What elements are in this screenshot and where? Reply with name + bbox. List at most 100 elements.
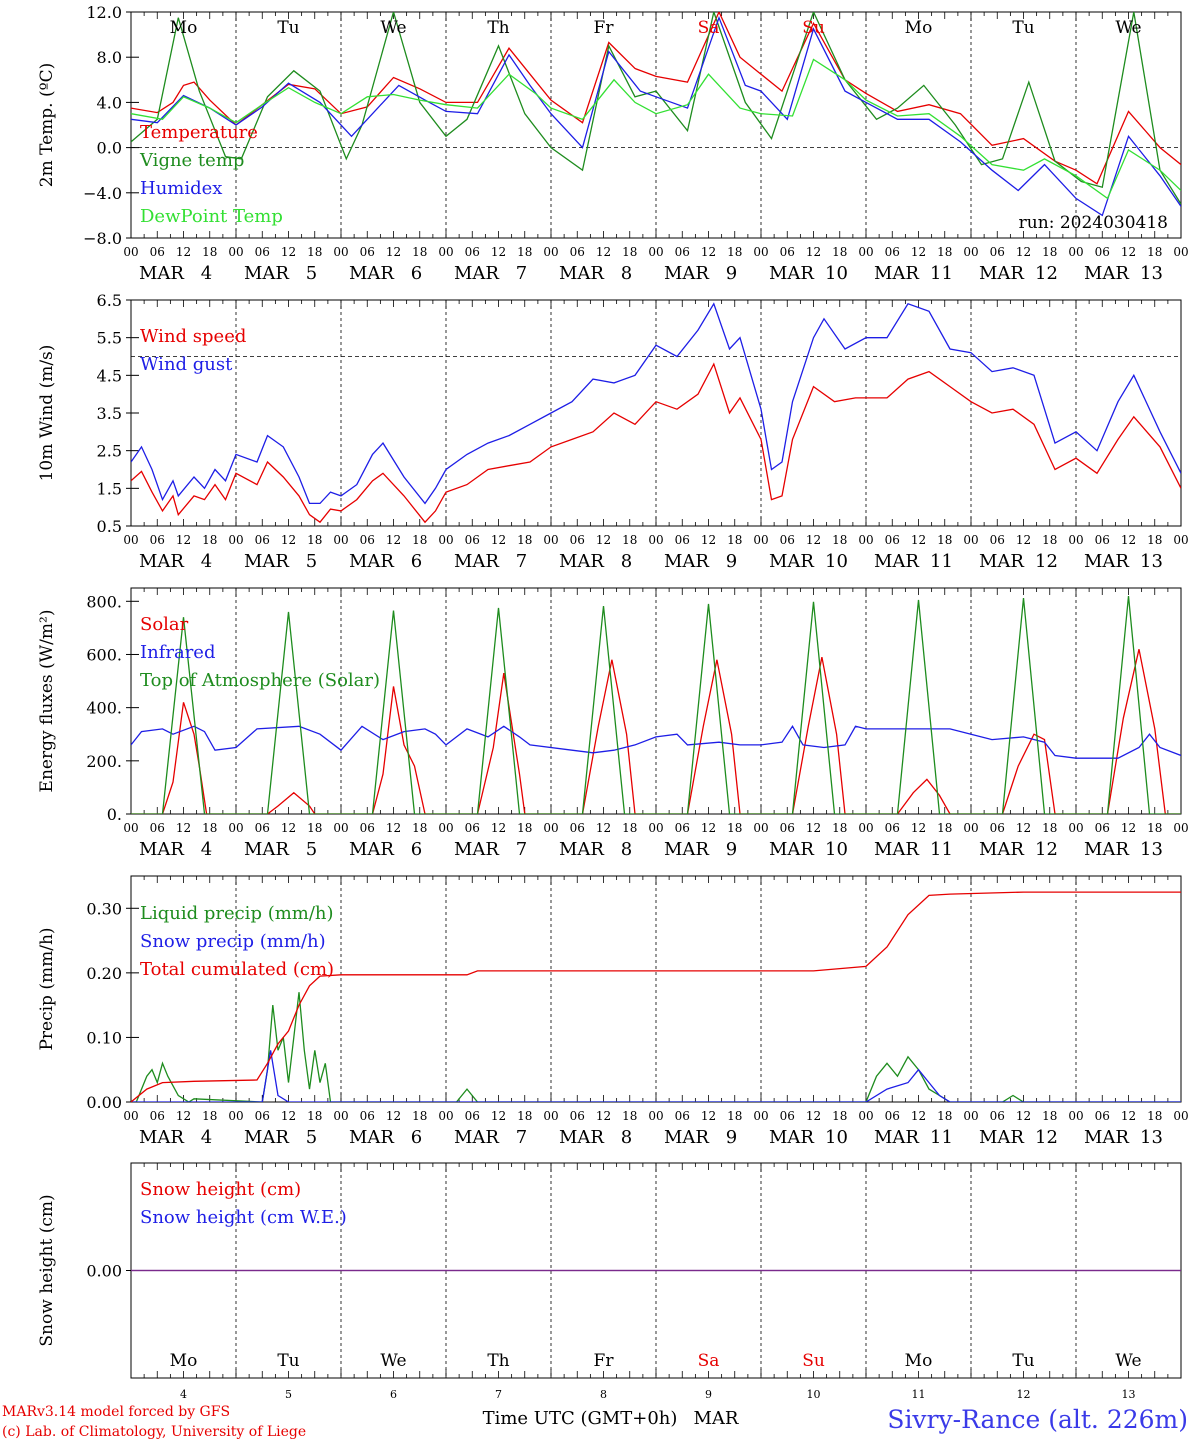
- hour-tick-label: 12: [281, 821, 296, 835]
- hour-tick-label: 12: [491, 1109, 506, 1123]
- hour-tick-label: 18: [937, 821, 952, 835]
- hour-tick-label: 00: [648, 1109, 663, 1123]
- y-tick-label: 0.30: [86, 899, 122, 918]
- hour-tick-label: 00: [228, 821, 243, 835]
- hour-tick-label: 18: [1147, 245, 1162, 259]
- hour-tick-label: 18: [202, 533, 217, 547]
- hour-tick-label: 00: [753, 245, 768, 259]
- hour-tick-label: 00: [858, 245, 873, 259]
- weekday-label: Su: [802, 18, 825, 38]
- hour-tick-label: 06: [780, 821, 795, 835]
- month-label: MAR: [874, 839, 919, 860]
- y-axis-label: Energy fluxes (W/m²): [37, 610, 57, 793]
- day-label: 4: [201, 551, 212, 572]
- hour-tick-label: 12: [701, 1109, 716, 1123]
- day-label: 12: [1035, 1127, 1058, 1148]
- hour-tick-label: 06: [150, 1109, 165, 1123]
- lab-credit: (c) Lab. of Climatology, University of L…: [2, 1424, 306, 1440]
- day-label: 11: [930, 839, 953, 860]
- hour-tick-label: 12: [491, 245, 506, 259]
- hour-tick-label: 06: [360, 1109, 375, 1123]
- hour-tick-label: 06: [570, 1109, 585, 1123]
- hour-tick-label: 12: [911, 821, 926, 835]
- day-label: 6: [411, 1127, 422, 1148]
- weekday-label: Sa: [698, 1351, 720, 1371]
- month-label: MAR: [664, 551, 709, 572]
- hour-tick-label: 06: [780, 533, 795, 547]
- day-label: 11: [930, 1127, 953, 1148]
- hour-tick-label: 18: [517, 821, 532, 835]
- hour-tick-label: 18: [307, 1109, 322, 1123]
- day-label: 8: [621, 551, 632, 572]
- hour-tick-label: 12: [386, 1109, 401, 1123]
- hour-tick-label: 18: [937, 245, 952, 259]
- hour-tick-label: 12: [1016, 821, 1031, 835]
- month-label: MAR: [769, 839, 814, 860]
- y-tick-label: 600.: [86, 645, 122, 664]
- day-label: 11: [912, 1388, 926, 1401]
- day-label: 13: [1122, 1388, 1136, 1401]
- hour-tick-label: 06: [675, 245, 690, 259]
- hour-tick-label: 12: [701, 533, 716, 547]
- hour-tick-label: 12: [386, 821, 401, 835]
- y-tick-label: 6.5: [97, 291, 122, 310]
- hour-tick-label: 06: [255, 533, 270, 547]
- month-label: MAR: [769, 551, 814, 572]
- hour-tick-label: 06: [885, 1109, 900, 1123]
- month-label: MAR: [1084, 839, 1129, 860]
- hour-tick-label: 18: [517, 1109, 532, 1123]
- weekday-label: Tu: [1012, 18, 1034, 38]
- legend-entry: Total cumulated (cm): [140, 959, 334, 980]
- hour-tick-label: 12: [806, 821, 821, 835]
- hour-tick-label: 00: [1173, 821, 1188, 835]
- day-label: 4: [201, 1127, 212, 1148]
- weekday-label: Th: [487, 1351, 509, 1371]
- series-line-wind-gust: [131, 302, 1181, 505]
- y-tick-label: 0.00: [86, 1093, 122, 1112]
- month-label: MAR: [139, 263, 184, 284]
- y-tick-label: −4.0: [83, 184, 122, 203]
- hour-tick-label: 18: [1042, 821, 1057, 835]
- day-label: 6: [411, 551, 422, 572]
- hour-tick-label: 18: [412, 1109, 427, 1123]
- day-label: 10: [825, 1127, 848, 1148]
- y-tick-label: 12.0: [86, 3, 122, 22]
- hour-tick-label: 00: [1068, 245, 1083, 259]
- hour-tick-label: 12: [1121, 533, 1136, 547]
- hour-tick-label: 00: [123, 533, 138, 547]
- month-label: MAR: [454, 551, 499, 572]
- y-tick-label: 0.00: [86, 1262, 122, 1281]
- hour-tick-label: 00: [333, 1109, 348, 1123]
- weekday-label: Mo: [905, 18, 933, 38]
- series-line-solar: [131, 649, 1181, 814]
- day-label: 4: [201, 839, 212, 860]
- hour-tick-label: 12: [176, 1109, 191, 1123]
- hour-tick-label: 06: [675, 821, 690, 835]
- hour-tick-label: 12: [176, 533, 191, 547]
- y-tick-label: 0.10: [86, 1028, 122, 1047]
- hour-tick-label: 18: [202, 245, 217, 259]
- y-tick-label: 2.5: [97, 442, 122, 461]
- month-label: MAR: [874, 1127, 919, 1148]
- month-label: MAR: [559, 263, 604, 284]
- month-label: MAR: [349, 263, 394, 284]
- hour-tick-label: 00: [963, 821, 978, 835]
- month-label: MAR: [979, 263, 1024, 284]
- hour-tick-label: 00: [543, 533, 558, 547]
- hour-tick-label: 00: [228, 533, 243, 547]
- hour-tick-label: 06: [150, 821, 165, 835]
- y-tick-label: 5.5: [97, 329, 122, 348]
- hour-tick-label: 12: [806, 533, 821, 547]
- y-tick-label: −8.0: [83, 229, 122, 248]
- month-label: MAR: [559, 839, 604, 860]
- hour-tick-label: 12: [1121, 821, 1136, 835]
- day-label: 13: [1140, 839, 1163, 860]
- hour-tick-label: 06: [570, 821, 585, 835]
- day-label: 9: [726, 1127, 737, 1148]
- legend-entry: Humidex: [140, 178, 222, 199]
- month-label: MAR: [664, 839, 709, 860]
- hour-tick-label: 00: [1068, 821, 1083, 835]
- hour-tick-label: 12: [911, 1109, 926, 1123]
- hour-tick-label: 00: [333, 821, 348, 835]
- day-label: 5: [306, 839, 317, 860]
